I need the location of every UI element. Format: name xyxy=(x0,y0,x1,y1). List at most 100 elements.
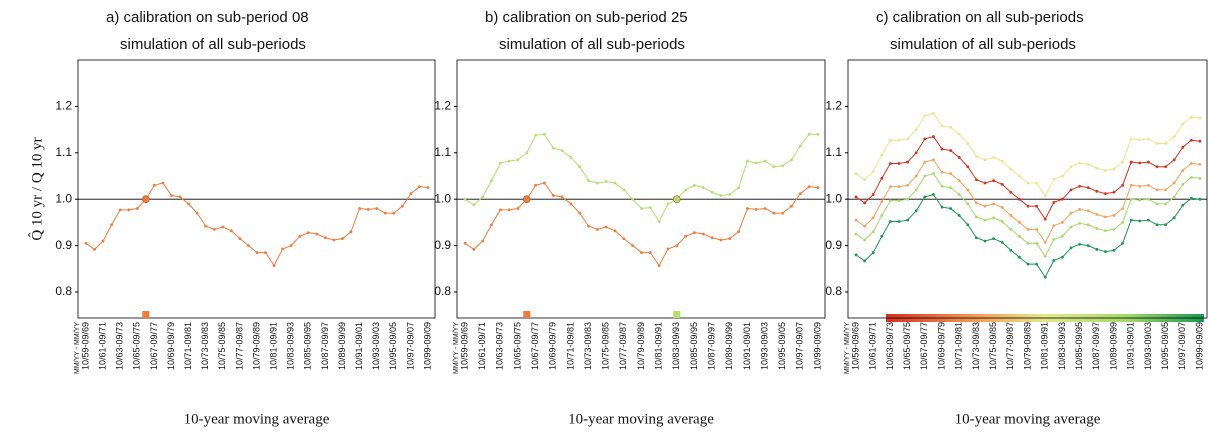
point xyxy=(1121,221,1124,224)
calibration-marker xyxy=(523,311,531,318)
point xyxy=(1000,182,1004,186)
point xyxy=(701,232,705,236)
point xyxy=(1129,183,1133,187)
point xyxy=(763,207,767,210)
x-tick-label: 10/87-09/97 xyxy=(1091,322,1101,370)
point xyxy=(710,236,714,240)
point xyxy=(871,216,875,220)
point xyxy=(897,138,901,142)
x-tick-label: 10/61-09/71 xyxy=(868,322,878,370)
point xyxy=(871,230,875,234)
x-tick-label: 10/79-09/89 xyxy=(1022,322,1032,370)
point xyxy=(178,195,182,199)
point xyxy=(118,208,122,212)
x-tick-label: 10/63-09/73 xyxy=(885,322,895,370)
point xyxy=(1155,202,1159,206)
point xyxy=(940,170,944,174)
point xyxy=(1138,138,1142,142)
point xyxy=(1138,198,1142,202)
point xyxy=(1181,122,1185,126)
point xyxy=(906,197,909,201)
point xyxy=(640,207,643,210)
point xyxy=(940,184,944,188)
point xyxy=(622,237,626,241)
point xyxy=(221,225,225,229)
point xyxy=(1000,159,1004,163)
x-tick-label: 10/89-09/99 xyxy=(724,322,734,370)
point xyxy=(604,180,608,183)
point xyxy=(992,202,995,206)
point xyxy=(854,218,858,222)
point xyxy=(472,203,476,207)
x-axis-label: 10-year moving average xyxy=(568,411,714,427)
point xyxy=(992,237,995,241)
point xyxy=(1052,224,1056,228)
point xyxy=(992,216,995,220)
point xyxy=(940,147,944,151)
point xyxy=(400,204,404,208)
point xyxy=(1043,194,1047,198)
point xyxy=(332,238,336,242)
x-tick-label: 10/97-09/07 xyxy=(405,322,415,370)
point xyxy=(737,186,740,190)
point xyxy=(1147,183,1150,187)
point xyxy=(264,251,267,254)
point xyxy=(426,186,430,190)
point xyxy=(966,223,970,227)
y-tick-label: 1.2 xyxy=(55,99,72,113)
x-header-label: MM/YY - MM/YY xyxy=(74,322,81,374)
point xyxy=(932,172,935,176)
point xyxy=(1069,188,1073,192)
point xyxy=(604,225,608,229)
point xyxy=(781,164,785,168)
point xyxy=(923,174,927,178)
point xyxy=(187,202,191,206)
point xyxy=(1000,220,1004,223)
calibration-marker xyxy=(142,311,150,318)
x-tick-label: 10/65-09/75 xyxy=(132,322,142,370)
point xyxy=(728,193,732,196)
point xyxy=(1147,137,1150,141)
point xyxy=(1035,227,1038,231)
x-tick-label: 10/59-09/69 xyxy=(850,322,860,370)
point xyxy=(1172,181,1176,185)
x-tick-label: 10/67-09/77 xyxy=(149,322,159,370)
point xyxy=(1086,244,1090,248)
point xyxy=(754,208,758,211)
point xyxy=(1155,188,1159,192)
chart-title: c) calibration on all sub-periods xyxy=(876,9,1084,26)
point xyxy=(889,162,892,165)
point xyxy=(975,236,978,240)
point xyxy=(1164,188,1167,192)
point xyxy=(781,211,785,215)
point xyxy=(613,229,617,233)
point xyxy=(247,244,250,248)
point xyxy=(923,160,927,164)
point xyxy=(816,186,820,190)
point xyxy=(1172,216,1176,220)
x-tick-label: 10/59-09/69 xyxy=(459,322,469,370)
point xyxy=(1190,162,1193,165)
point xyxy=(1138,219,1142,223)
x-tick-label: 10/61-09/71 xyxy=(97,322,107,370)
point xyxy=(923,114,927,118)
point xyxy=(889,220,892,223)
x-tick-label: 10/77-09/87 xyxy=(234,322,244,370)
point xyxy=(932,158,935,162)
point xyxy=(569,156,573,159)
x-tick-label: 10/59-09/69 xyxy=(80,322,90,370)
x-tick-label: 10/83-09/93 xyxy=(1057,322,1067,370)
point xyxy=(880,234,884,238)
point xyxy=(1043,254,1047,258)
x-tick-label: 10/69-09/79 xyxy=(166,322,176,370)
point xyxy=(93,247,96,251)
point xyxy=(746,159,749,163)
point xyxy=(932,193,935,196)
highlight-point xyxy=(142,195,150,204)
point xyxy=(1198,176,1202,180)
point xyxy=(507,208,511,212)
y-tick-label: 0.9 xyxy=(55,238,72,252)
point xyxy=(966,202,970,206)
point xyxy=(1104,169,1107,172)
x-tick-label: 10/85-09/95 xyxy=(1074,322,1084,370)
